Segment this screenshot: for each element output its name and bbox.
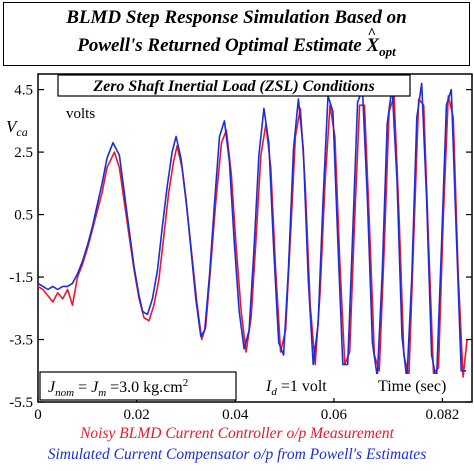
series-line-simulation — [37, 82, 467, 381]
y-tick-label: 0.5 — [14, 208, 33, 224]
y-tick-label: 4.5 — [14, 83, 33, 99]
x-tick-label: 0.02 — [124, 407, 150, 423]
x-tick-label: 0.082 — [426, 407, 460, 423]
chart-title-line-2: Powell's Returned Optimal Estimate ^ Xopt — [4, 26, 469, 60]
step-label: Id =1 volt — [265, 378, 327, 398]
time-label: Time (sec) — [378, 378, 446, 395]
inertia-label: Jnom = Jm =3.0 kg.cm2 — [48, 377, 188, 399]
y-axis-label: Vca — [6, 117, 28, 139]
x-hat-subscript: opt — [379, 43, 396, 59]
y-axis: 4.5 2.5 0.5 -1.5 -3.5 -5.5 — [9, 83, 472, 411]
series-line-measurement — [37, 95, 468, 378]
x-hat-symbol: ^ Xopt — [366, 26, 396, 59]
plot-frame — [37, 73, 473, 403]
chart-title-line-2-text: Powell's Returned Optimal Estimate — [77, 35, 367, 56]
x-tick-label: 0 — [34, 407, 42, 423]
x-tick-label: 0.04 — [222, 407, 249, 423]
caption-simulation: Simulated Current Compensator o/p from P… — [47, 446, 427, 463]
condition-box — [57, 74, 411, 97]
step-box — [264, 374, 368, 398]
y-tick-label: -3.5 — [9, 333, 33, 349]
title-box: BLMD Step Response Simulation Based on P… — [3, 2, 470, 66]
x-axis: 0 0.02 0.04 0.06 0.082 — [34, 396, 459, 423]
y-tick-label: 2.5 — [14, 145, 33, 161]
y-axis-label-subscript: ca — [16, 125, 27, 139]
condition-label: Zero Shaft Inertial Load (ZSL) Condition… — [92, 78, 374, 95]
y-tick-label: -5.5 — [9, 395, 33, 411]
caption-measurement: Noisy BLMD Current Controller o/p Measur… — [80, 425, 394, 442]
x-tick-label: 0.06 — [321, 407, 348, 423]
series-layer — [37, 82, 468, 381]
chart-title-line-1: BLMD Step Response Simulation Based on — [66, 7, 407, 28]
time-box — [374, 374, 460, 398]
y-tick-label: -1.5 — [9, 270, 33, 286]
inertia-box — [39, 371, 237, 401]
units-label: volts — [66, 106, 95, 122]
